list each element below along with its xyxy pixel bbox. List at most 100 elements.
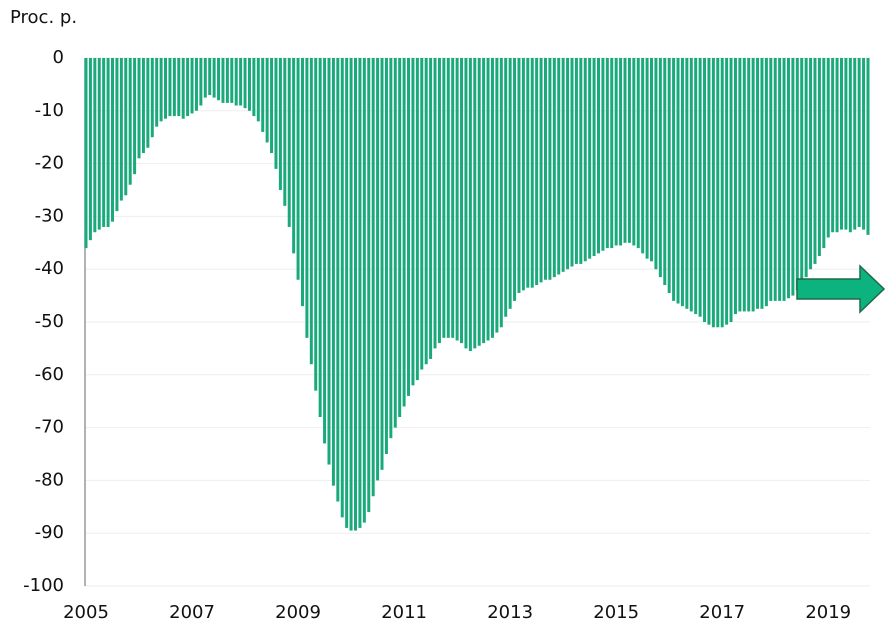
bar bbox=[230, 58, 234, 103]
bar bbox=[508, 58, 512, 309]
bar bbox=[172, 58, 176, 117]
bar bbox=[844, 58, 848, 230]
bar bbox=[632, 58, 636, 246]
bar bbox=[619, 58, 623, 246]
bar bbox=[168, 58, 172, 117]
bar bbox=[817, 58, 821, 256]
bar bbox=[835, 58, 839, 233]
bar bbox=[650, 58, 654, 262]
bar bbox=[791, 58, 795, 296]
bar bbox=[548, 58, 552, 280]
bar bbox=[137, 58, 141, 159]
bar bbox=[742, 58, 746, 312]
bar bbox=[809, 58, 813, 270]
bar bbox=[314, 58, 318, 391]
bar bbox=[367, 58, 371, 513]
bar bbox=[119, 58, 123, 201]
bar bbox=[490, 58, 494, 338]
bar bbox=[407, 58, 411, 396]
bar bbox=[402, 58, 406, 407]
bar bbox=[826, 58, 830, 238]
bar bbox=[190, 58, 194, 114]
bar bbox=[468, 58, 472, 352]
bar bbox=[848, 58, 852, 233]
bar bbox=[194, 58, 198, 111]
bar bbox=[583, 58, 587, 262]
bar bbox=[866, 58, 870, 235]
bar bbox=[694, 58, 698, 315]
bar bbox=[623, 58, 627, 243]
bar bbox=[181, 58, 185, 119]
bar bbox=[596, 58, 600, 254]
bar bbox=[473, 58, 477, 349]
bar bbox=[857, 58, 861, 227]
y-axis-label: Proc. p. bbox=[10, 7, 77, 28]
bar bbox=[362, 58, 366, 523]
x-tick-label: 2019 bbox=[805, 602, 851, 623]
bar bbox=[769, 58, 773, 301]
bar bbox=[261, 58, 265, 132]
bar bbox=[354, 58, 358, 531]
bar bbox=[358, 58, 362, 528]
bar bbox=[292, 58, 296, 254]
bar bbox=[340, 58, 344, 518]
bar bbox=[543, 58, 547, 280]
y-tick-label: 0 bbox=[53, 47, 64, 68]
bar bbox=[376, 58, 380, 481]
y-tick-label: -20 bbox=[35, 153, 64, 174]
bar bbox=[420, 58, 424, 370]
bar bbox=[265, 58, 269, 143]
bar bbox=[676, 58, 680, 304]
bar bbox=[495, 58, 499, 333]
bar bbox=[398, 58, 402, 418]
bar bbox=[601, 58, 605, 251]
bar bbox=[782, 58, 786, 301]
bar bbox=[384, 58, 388, 454]
bar bbox=[411, 58, 415, 386]
bar bbox=[164, 58, 168, 119]
bar bbox=[813, 58, 817, 264]
bar bbox=[517, 58, 521, 293]
x-tick-label: 2013 bbox=[487, 602, 533, 623]
bar bbox=[689, 58, 693, 312]
bar bbox=[552, 58, 556, 278]
bar bbox=[247, 58, 251, 111]
bar bbox=[274, 58, 278, 169]
bar bbox=[252, 58, 256, 117]
bar bbox=[84, 58, 88, 249]
bar bbox=[574, 58, 578, 264]
bar bbox=[186, 58, 190, 117]
bar bbox=[756, 58, 760, 309]
bar bbox=[217, 58, 221, 101]
bar bbox=[486, 58, 490, 341]
bar bbox=[605, 58, 609, 249]
bar bbox=[703, 58, 707, 322]
bar bbox=[287, 58, 291, 227]
bar bbox=[645, 58, 649, 259]
bar bbox=[305, 58, 309, 338]
bar bbox=[672, 58, 676, 301]
bar bbox=[839, 58, 843, 230]
bar bbox=[460, 58, 464, 344]
bar bbox=[800, 58, 804, 286]
bar bbox=[177, 58, 181, 117]
bar bbox=[627, 58, 631, 243]
bar bbox=[243, 58, 247, 109]
bar bbox=[93, 58, 97, 233]
bar bbox=[102, 58, 106, 227]
y-tick-label: -90 bbox=[35, 522, 64, 543]
bar bbox=[720, 58, 724, 328]
bar bbox=[610, 58, 614, 249]
bar bbox=[663, 58, 667, 286]
bar bbox=[707, 58, 711, 325]
bar bbox=[561, 58, 565, 272]
bar bbox=[680, 58, 684, 307]
bar bbox=[711, 58, 715, 328]
bar bbox=[504, 58, 508, 317]
bar bbox=[349, 58, 353, 531]
bar bbox=[225, 58, 229, 103]
bar bbox=[773, 58, 777, 301]
bar bbox=[380, 58, 384, 470]
bar bbox=[155, 58, 159, 127]
